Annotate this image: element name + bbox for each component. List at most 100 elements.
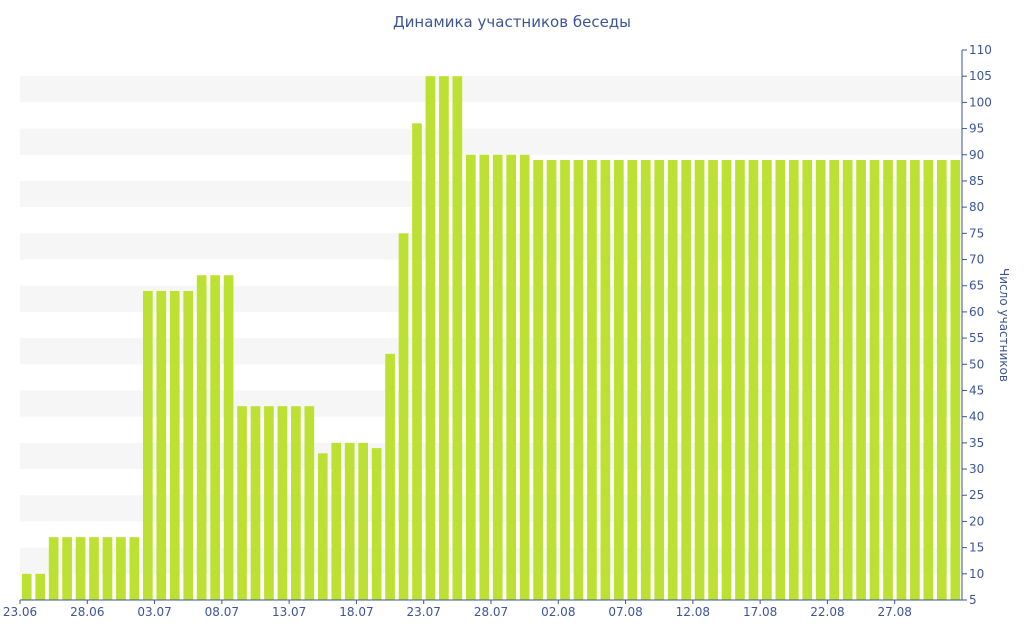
bar	[708, 160, 718, 600]
x-tick-label: 28.07	[474, 605, 508, 619]
y-tick-label: 35	[969, 436, 984, 450]
y-tick-label: 60	[969, 305, 984, 319]
bar	[587, 160, 597, 600]
bar	[291, 406, 301, 600]
bar	[883, 160, 893, 600]
y-tick-label: 25	[969, 488, 984, 502]
bar	[264, 406, 274, 600]
y-tick-label: 20	[969, 514, 984, 528]
bar	[775, 160, 786, 600]
bar	[250, 406, 261, 600]
bar	[237, 406, 247, 600]
bar	[116, 537, 126, 600]
bar	[681, 160, 691, 600]
y-tick-label: 5	[969, 593, 977, 607]
y-tick-label: 45	[969, 383, 984, 397]
bar	[344, 442, 355, 600]
x-tick-label: 17.08	[743, 605, 777, 619]
x-tick-label: 08.07	[205, 605, 239, 619]
bar	[385, 353, 395, 600]
bar	[936, 160, 947, 600]
bar	[75, 537, 86, 600]
y-tick-label: 65	[969, 279, 984, 293]
x-tick-label: 03.07	[137, 605, 171, 619]
bar	[815, 160, 826, 600]
bar	[169, 290, 180, 600]
grid-band	[20, 76, 962, 103]
x-tick-label: 07.08	[608, 605, 642, 619]
x-tick-label: 02.08	[541, 605, 575, 619]
bar	[35, 573, 46, 600]
bar	[129, 537, 140, 600]
bar	[142, 290, 153, 600]
y-tick-label: 90	[969, 148, 984, 162]
bar	[102, 537, 113, 600]
x-tick-label: 23.07	[407, 605, 441, 619]
bar	[910, 160, 920, 600]
bar	[802, 160, 813, 600]
y-tick-label: 105	[969, 69, 992, 83]
bar	[156, 290, 167, 600]
bar	[223, 275, 234, 600]
bar	[748, 160, 759, 600]
bar	[196, 275, 207, 600]
x-tick-label: 27.08	[878, 605, 912, 619]
x-tick-label: 12.08	[676, 605, 710, 619]
bar	[331, 442, 342, 600]
bar	[89, 537, 99, 600]
bar	[829, 160, 840, 600]
bar	[600, 160, 611, 600]
chart-title: Динамика участников беседы	[392, 13, 632, 31]
bar	[721, 160, 732, 600]
bar	[412, 123, 422, 600]
bar	[694, 160, 705, 600]
bar	[923, 160, 934, 600]
bar	[627, 160, 638, 600]
y-tick-label: 30	[969, 462, 984, 476]
bar	[654, 160, 665, 600]
y-tick-label: 40	[969, 410, 984, 424]
bar	[425, 76, 436, 600]
grid-band	[20, 128, 962, 155]
bar	[465, 154, 476, 600]
bar	[856, 160, 866, 600]
bar	[533, 160, 543, 600]
y-tick-label: 100	[969, 95, 992, 109]
bar	[48, 537, 59, 600]
bar	[492, 154, 503, 600]
y-tick-label: 110	[969, 43, 992, 57]
bar	[210, 275, 220, 600]
bar	[358, 442, 369, 600]
bar	[479, 154, 490, 600]
bar	[869, 160, 880, 600]
x-tick-label: 23.06	[3, 605, 37, 619]
bar	[183, 290, 194, 600]
bar	[62, 537, 72, 600]
bar	[304, 406, 315, 600]
bar	[613, 160, 624, 600]
bar	[277, 406, 288, 600]
y-tick-label: 85	[969, 174, 984, 188]
x-tick-label: 18.07	[339, 605, 373, 619]
bar	[667, 160, 678, 600]
x-tick-label: 28.06	[70, 605, 104, 619]
y-tick-label: 70	[969, 253, 984, 267]
bar	[950, 160, 961, 600]
bar	[317, 453, 328, 600]
bar	[762, 160, 772, 600]
bar	[506, 154, 517, 600]
bar	[640, 160, 651, 600]
bar	[452, 76, 463, 600]
bar	[21, 573, 32, 600]
y-tick-label: 95	[969, 122, 984, 136]
bar	[439, 76, 449, 600]
bar	[735, 160, 745, 600]
x-tick-label: 13.07	[272, 605, 306, 619]
bar	[560, 160, 570, 600]
y-tick-label: 55	[969, 331, 984, 345]
bar	[519, 154, 530, 600]
bar	[371, 448, 382, 600]
y-tick-label: 15	[969, 541, 984, 555]
